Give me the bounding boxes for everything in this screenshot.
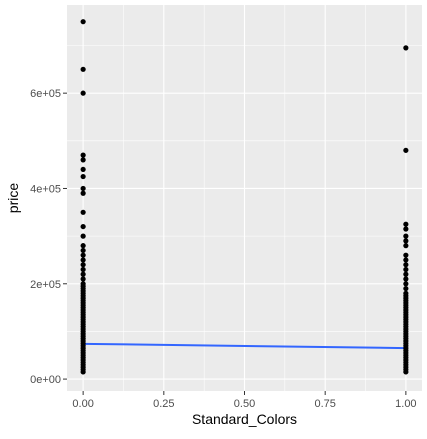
data-point	[403, 285, 409, 292]
x-tick-label: 0.25	[153, 398, 174, 410]
data-point	[80, 247, 86, 254]
y-tick-label: 6e+05	[30, 88, 61, 100]
x-axis-label: Standard_Colors	[192, 411, 297, 427]
data-point	[80, 66, 86, 72]
x-axis: 0.00 0.25 0.50 0.75 1.00	[72, 391, 417, 410]
data-point	[80, 166, 86, 173]
x-tick-label: 0.00	[72, 398, 93, 410]
data-point	[403, 147, 409, 153]
data-point	[403, 238, 409, 244]
data-point	[403, 252, 409, 258]
data-point	[403, 221, 409, 227]
x-tick-label: 1.00	[395, 398, 416, 410]
data-point	[403, 266, 409, 273]
data-point	[80, 276, 86, 282]
data-points	[80, 19, 409, 375]
y-tick-label: 4e+05	[30, 183, 61, 195]
data-point	[80, 271, 86, 277]
data-point	[403, 45, 409, 51]
data-point	[403, 226, 409, 232]
data-point	[403, 233, 409, 239]
data-point	[403, 276, 409, 282]
data-point	[80, 223, 86, 230]
y-axis-label: price	[5, 183, 21, 214]
data-point	[80, 266, 86, 273]
data-point	[80, 185, 86, 192]
data-point	[80, 190, 86, 196]
data-point	[80, 173, 86, 180]
y-axis: 0e+00 2e+05 4e+05 6e+05	[30, 88, 67, 386]
data-point	[403, 243, 409, 249]
data-point	[403, 262, 409, 268]
data-point	[80, 369, 86, 375]
trend-line-group	[83, 342, 406, 350]
data-point	[403, 257, 409, 263]
x-tick-label: 0.75	[314, 398, 335, 410]
data-point	[80, 262, 86, 268]
data-point	[80, 90, 86, 96]
data-point	[80, 243, 86, 249]
data-point	[403, 271, 409, 277]
data-point	[80, 209, 86, 215]
y-tick-label: 0e+00	[30, 374, 61, 386]
trend-line	[83, 342, 406, 350]
data-point	[403, 369, 409, 375]
data-point	[80, 252, 86, 258]
y-tick-label: 2e+05	[30, 279, 61, 291]
data-point	[80, 233, 86, 239]
data-point	[80, 157, 86, 163]
data-point	[80, 19, 86, 25]
x-tick-label: 0.50	[234, 398, 255, 410]
data-point	[80, 257, 86, 263]
data-point	[403, 281, 409, 287]
data-point	[80, 152, 86, 158]
